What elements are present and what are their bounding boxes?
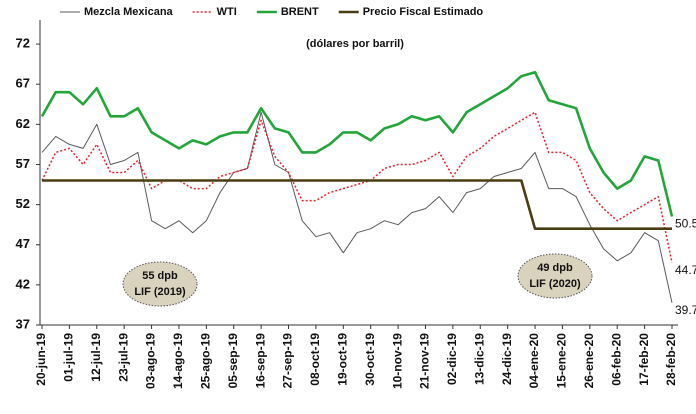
- chart-subtitle: (dólares por barril): [306, 38, 404, 50]
- series-line: [42, 179, 672, 230]
- y-tick-label: 62: [16, 116, 30, 131]
- x-tick-label: 04-ene-20: [527, 333, 541, 389]
- data-label: 39.76: [675, 303, 696, 317]
- x-tick-label: 12-jul-19: [89, 333, 103, 382]
- x-tick-label: 17-feb-20: [637, 333, 651, 386]
- x-tick-label: 27-sep-19: [281, 333, 295, 389]
- x-tick-label: 03-ago-19: [144, 333, 158, 389]
- x-tick-label: 23-jul-19: [116, 333, 130, 382]
- data-label: 50.52: [675, 217, 696, 231]
- legend-label: Precio Fiscal Estimado: [363, 6, 484, 18]
- x-tick-label: 20-jun-19: [34, 333, 48, 386]
- series-line: [40, 70, 674, 217]
- x-tick-label: 08-oct-19: [308, 333, 322, 386]
- y-tick-label: 67: [16, 76, 30, 91]
- data-label: 44.76: [675, 263, 696, 277]
- x-tick-label: 21-nov-19: [418, 333, 432, 389]
- y-tick-label: 72: [16, 36, 30, 51]
- x-tick-label: 24-dic-19: [500, 333, 514, 385]
- x-tick-label: 02-dic-19: [445, 333, 459, 385]
- x-tick-label: 14-ago-19: [171, 333, 185, 389]
- x-tick-label: 13-dic-19: [472, 333, 486, 385]
- annotation-text: 55 dpb: [142, 270, 178, 282]
- x-tick-label: 30-oct-19: [363, 333, 377, 386]
- x-tick-label: 06-feb-20: [609, 333, 623, 386]
- x-tick-label: 01-jul-19: [62, 333, 76, 382]
- legend-label: WTI: [217, 6, 237, 18]
- x-tick-label: 05-sep-19: [226, 333, 240, 389]
- series-line: [41, 111, 673, 263]
- legend-label: BRENT: [281, 6, 319, 18]
- annotation-text: LIF (2019): [134, 286, 186, 298]
- x-tick-label: 19-oct-19: [335, 333, 349, 386]
- annotation-text: 49 dpb: [537, 262, 573, 274]
- legend-label: Mezcla Mexicana: [84, 6, 174, 18]
- series-line: [41, 111, 673, 303]
- y-tick-label: 42: [16, 276, 30, 291]
- annotation-bubble: [122, 261, 198, 307]
- annotation-bubble: [517, 253, 593, 299]
- x-tick-label: 16-sep-19: [253, 333, 267, 389]
- x-tick-label: 25-ago-19: [199, 333, 213, 389]
- x-tick-label: 15-ene-20: [555, 333, 569, 389]
- y-tick-label: 52: [16, 196, 30, 211]
- x-tick-label: 28-feb-20: [664, 333, 678, 386]
- y-tick-label: 47: [16, 236, 30, 251]
- x-tick-label: 26-ene-20: [582, 333, 596, 389]
- x-tick-label: 10-nov-19: [390, 333, 404, 389]
- y-tick-label: 37: [16, 316, 30, 331]
- y-tick-label: 57: [16, 156, 30, 171]
- annotation-text: LIF (2020): [529, 278, 581, 290]
